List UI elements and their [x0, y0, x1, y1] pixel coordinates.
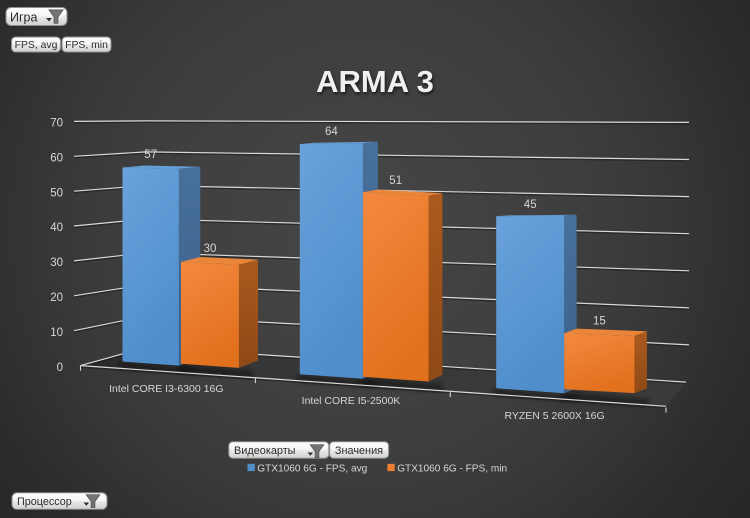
svg-text:Intel CORE I3-6300 16G: Intel CORE I3-6300 16G	[109, 383, 223, 395]
svg-text:GTX1060 6G - FPS, avg: GTX1060 6G - FPS, avg	[257, 463, 367, 474]
svg-text:Значения: Значения	[335, 445, 383, 457]
svg-text:64: 64	[325, 126, 338, 138]
svg-text:FPS, avg: FPS, avg	[15, 40, 58, 51]
svg-text:70: 70	[50, 117, 63, 129]
svg-text:Процессор: Процессор	[17, 496, 72, 508]
svg-text:60: 60	[50, 152, 63, 164]
svg-text:45: 45	[524, 199, 537, 211]
svg-text:50: 50	[50, 187, 63, 199]
svg-text:Intel CORE I5-2500K: Intel CORE I5-2500K	[302, 395, 401, 407]
svg-text:30: 30	[50, 257, 63, 269]
svg-text:15: 15	[593, 315, 606, 327]
svg-text:0: 0	[57, 362, 63, 374]
svg-text:40: 40	[50, 222, 63, 234]
svg-text:FPS, min: FPS, min	[65, 40, 108, 51]
svg-text:30: 30	[204, 243, 217, 255]
svg-text:10: 10	[50, 327, 63, 339]
svg-text:57: 57	[144, 149, 157, 161]
svg-text:51: 51	[389, 175, 402, 187]
svg-text:GTX1060 6G - FPS, min: GTX1060 6G - FPS, min	[397, 463, 507, 474]
svg-text:Игра: Игра	[10, 10, 37, 24]
svg-text:ARMA 3: ARMA 3	[316, 64, 434, 99]
svg-text:RYZEN 5 2600X 16G: RYZEN 5 2600X 16G	[504, 410, 604, 422]
svg-text:20: 20	[50, 292, 63, 304]
svg-text:Видеокарты: Видеокарты	[234, 445, 296, 457]
